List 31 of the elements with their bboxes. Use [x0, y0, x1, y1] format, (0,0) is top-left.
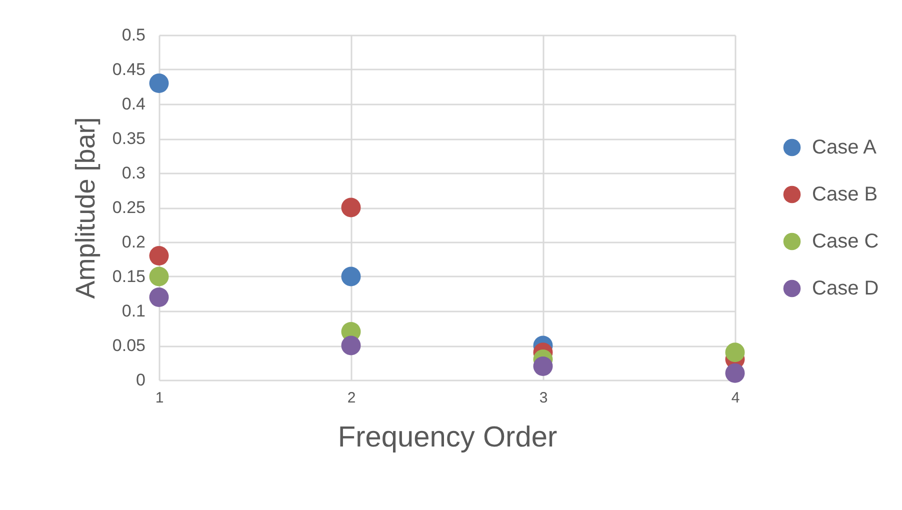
x-tick-label: 3 [539, 390, 548, 406]
y-tick-label: 0.25 [112, 198, 146, 217]
legend-label: Case C [812, 230, 879, 252]
legend-label: Case A [812, 136, 878, 158]
y-tick-label: 0.35 [112, 129, 146, 148]
y-tick-label: 0.3 [122, 164, 146, 182]
x-tick-label: 2 [347, 390, 356, 406]
y-axis-title: Amplitude [bar] [70, 117, 100, 299]
y-tick-label: 0 [136, 370, 146, 390]
y-tick-label: 0.15 [112, 267, 146, 286]
x-axis-title: Frequency Order [338, 422, 558, 454]
y-tick-label: 0.2 [122, 232, 146, 252]
y-tick-label: 0.4 [122, 94, 146, 114]
point [341, 266, 361, 286]
point [149, 287, 169, 307]
point [341, 336, 361, 356]
point [533, 356, 553, 376]
x-tick-label: 1 [155, 390, 164, 406]
point [149, 74, 169, 94]
point [149, 246, 169, 266]
y-tick-label: 0.45 [112, 60, 146, 79]
y-tick-label: 0.05 [112, 336, 146, 355]
point [149, 266, 169, 286]
legend-label: Case D [812, 278, 879, 300]
legend-label: Case B [812, 184, 878, 206]
point [725, 363, 745, 383]
point [725, 342, 745, 362]
x-tick-label: 4 [731, 390, 740, 406]
point [341, 198, 361, 218]
y-tick-label: 0.5 [122, 26, 146, 44]
y-tick-label: 0.1 [122, 302, 146, 320]
